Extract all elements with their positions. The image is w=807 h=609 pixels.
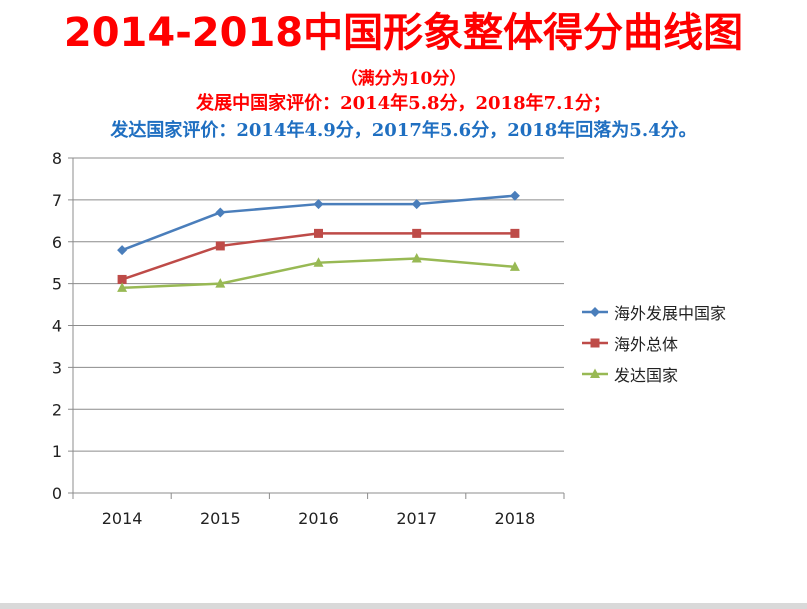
bottom-divider [0,603,807,609]
data-point-s1 [509,190,520,201]
y-tick-label: 4 [52,317,62,336]
y-tick-label: 1 [52,442,62,461]
data-point-s1 [117,245,128,256]
y-tick-label: 6 [52,233,62,252]
chart-legend: 海外发展中国家 海外总体发达国家 [582,296,726,389]
data-point-s1 [215,207,226,218]
data-point-s2 [510,228,520,238]
legend-swatch [582,368,608,378]
y-tick-label: 7 [52,191,62,210]
data-point-s2 [215,241,225,251]
data-point-s1 [411,199,422,210]
x-tick-label: 2014 [102,509,143,528]
legend-label: 海外总体 [614,334,679,354]
legend-item-3: 发达国家 [582,358,726,389]
legend-swatch [582,306,608,317]
data-point-s3 [411,253,422,263]
data-point-s3 [313,257,324,267]
data-point-s3 [117,282,128,292]
data-point-s2 [412,228,422,238]
y-tick-label: 5 [52,275,62,294]
legend-item-2: 海外总体 [582,327,726,358]
series-line-2 [121,232,515,281]
data-point-s2 [314,228,323,238]
y-tick-label: 8 [52,149,62,168]
legend-label: 发达国家 [614,365,679,385]
x-tick-label: 2018 [495,509,536,528]
x-tick-label: 2015 [200,509,241,528]
x-tick-label: 2017 [396,509,437,528]
data-point-s3 [509,261,520,271]
x-tick-label: 2016 [298,509,339,528]
subtitle-full-score: （满分为10分） [340,69,467,89]
legend-swatch [582,338,608,347]
data-point-s3 [215,278,226,288]
subtitle-developed: 发达国家评价：2014年4.9分，2017年5.6分，2018年回落为5.4分。 [110,120,697,141]
data-point-s1 [313,199,324,210]
legend-label: 海外发展中国家 [614,303,727,323]
y-tick-label: 3 [52,358,62,377]
legend-item-1: 海外发展中国家 [582,296,726,327]
data-point-s2 [117,274,127,284]
y-tick-label: 2 [52,400,62,419]
chart-title: 2014-2018中国形象整体得分曲线图 [63,10,744,56]
y-tick-label: 0 [52,484,62,503]
subtitle-developing: 发展中国家评价：2014年5.8分，2018年7.1分； [196,93,611,114]
